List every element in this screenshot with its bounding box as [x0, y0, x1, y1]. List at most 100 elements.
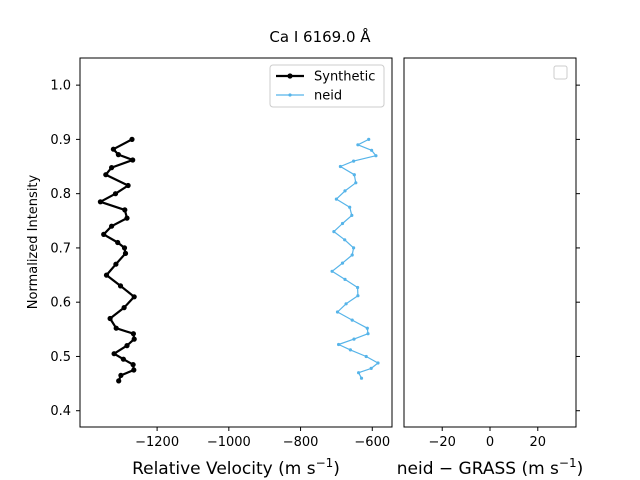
data-point-neid: [334, 197, 338, 201]
data-point-synthetic: [103, 172, 109, 178]
data-point-synthetic: [103, 272, 110, 278]
data-point-synthetic: [115, 239, 121, 246]
data-point-synthetic: [109, 223, 115, 229]
data-point-neid: [343, 238, 347, 242]
data-point-neid: [340, 261, 345, 265]
data-point-synthetic: [111, 351, 117, 357]
data-point-synthetic: [110, 146, 116, 152]
data-point-neid: [335, 310, 340, 314]
data-point-synthetic: [113, 325, 119, 331]
data-point-synthetic: [97, 199, 103, 205]
x-tick-label: −800: [283, 435, 319, 450]
y-tick-label: 0.5: [50, 350, 71, 365]
x-tick-label: −1000: [207, 435, 251, 450]
data-point-neid: [343, 189, 347, 193]
data-point-synthetic: [122, 250, 129, 256]
y-axis-label: Normalized Intensity: [26, 174, 41, 309]
data-point-neid: [337, 342, 341, 347]
data-point-neid: [330, 269, 334, 273]
data-point-neid: [348, 348, 352, 352]
data-point-neid: [356, 285, 360, 290]
right-x-ticks: −20 0 20: [429, 427, 547, 450]
data-point-synthetic: [109, 165, 115, 171]
data-point-neid: [369, 366, 373, 370]
data-point-neid: [374, 154, 378, 158]
data-point-neid: [356, 294, 360, 298]
data-point-synthetic: [113, 261, 119, 267]
data-point-synthetic: [129, 136, 135, 142]
right-x-axis-label: neid − GRASS (m s−1): [397, 456, 584, 479]
data-point-neid: [354, 181, 358, 185]
data-point-neid: [356, 143, 360, 147]
data-point-neid: [338, 164, 342, 169]
data-point-synthetic: [116, 378, 122, 384]
right-plot-panel: −20 0 20 neid − GRASS (m s−1): [397, 57, 584, 479]
data-point-neid: [365, 326, 369, 330]
data-point-synthetic: [115, 152, 121, 158]
data-point-neid: [376, 361, 380, 365]
y-tick-label: 1.0: [50, 79, 71, 94]
data-point-synthetic: [120, 356, 126, 362]
data-point-neid: [352, 337, 356, 341]
data-point-neid: [370, 148, 374, 152]
data-point-neid: [350, 253, 354, 257]
data-point-synthetic: [130, 362, 136, 368]
empty-legend-box: [553, 65, 568, 80]
chart-title: Ca I 6169.0 Å: [269, 27, 371, 46]
left-plot-frame: [79, 57, 393, 428]
legend-label-synthetic: Synthetic: [314, 70, 375, 85]
data-point-synthetic: [125, 182, 131, 189]
x-tick-label: −1200: [135, 435, 179, 450]
data-point-neid: [344, 302, 348, 306]
data-point-neid: [343, 277, 347, 281]
data-point-synthetic: [121, 245, 128, 251]
x-tick-label: −600: [354, 435, 390, 450]
x-tick-label: 0: [486, 435, 494, 450]
legend-marker-synthetic: [287, 73, 293, 79]
data-point-neid: [366, 332, 370, 336]
x-tick-label: 20: [530, 435, 547, 450]
left-series-layer: [97, 136, 380, 384]
data-point-synthetic: [124, 215, 130, 221]
right-y-ticks: [576, 84, 580, 412]
data-point-synthetic: [118, 372, 124, 378]
data-point-synthetic: [131, 367, 137, 373]
x-tick-label: −20: [429, 435, 456, 450]
y-tick-label: 0.6: [50, 296, 71, 311]
data-point-neid: [359, 376, 364, 380]
y-tick-label: 0.8: [50, 187, 71, 202]
data-point-synthetic: [131, 294, 137, 300]
data-point-synthetic: [121, 305, 127, 311]
y-tick-label: 0.7: [50, 241, 71, 256]
data-point-synthetic: [122, 207, 128, 213]
data-point-neid: [350, 213, 354, 217]
legend-label-neid: neid: [314, 89, 342, 104]
y-tick-label: 0.9: [50, 133, 71, 148]
data-point-synthetic: [117, 283, 124, 289]
data-point-synthetic: [107, 315, 113, 322]
data-point-neid: [340, 221, 345, 226]
left-plot-panel: −1200 −1000 −800 −600 0.4 0.5 0.6 0.7 0.8 0.9 1.0…: [26, 57, 393, 479]
data-point-synthetic: [131, 336, 137, 342]
data-point-neid: [357, 371, 361, 375]
data-point-neid: [332, 230, 336, 234]
legend-marker-neid: [288, 93, 292, 97]
data-point-neid: [348, 205, 352, 209]
data-point-neid: [352, 246, 356, 250]
left-x-ticks: −1200 −1000 −800 −600: [135, 427, 390, 450]
data-point-neid: [352, 159, 356, 163]
data-point-synthetic: [124, 343, 130, 349]
data-point-synthetic: [130, 331, 136, 337]
data-point-neid: [364, 354, 368, 359]
data-point-neid: [367, 137, 371, 141]
data-point-neid: [352, 173, 356, 177]
data-point-neid: [350, 318, 354, 322]
data-point-synthetic: [101, 231, 107, 237]
y-tick-label: 0.4: [50, 404, 71, 419]
data-point-synthetic: [130, 157, 136, 163]
left-x-axis-label: Relative Velocity (m s−1): [132, 456, 340, 479]
legend: Synthetic neid: [269, 64, 385, 108]
data-point-synthetic: [112, 191, 119, 197]
left-y-ticks: 0.4 0.5 0.6 0.7 0.8 0.9 1.0: [50, 79, 80, 419]
